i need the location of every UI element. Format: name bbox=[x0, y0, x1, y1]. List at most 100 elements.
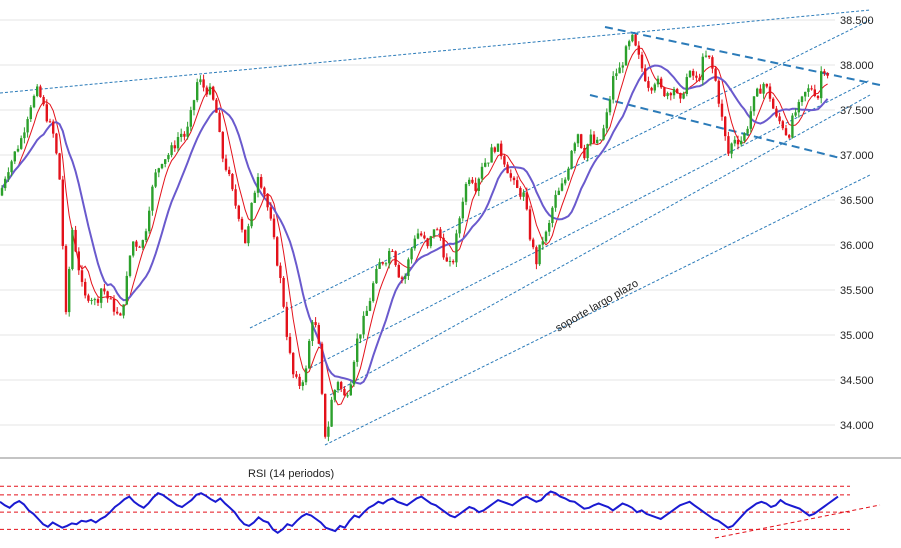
y-tick-label: 38.500 bbox=[840, 15, 874, 27]
candle-down bbox=[816, 96, 820, 99]
candle-up bbox=[800, 96, 804, 103]
candle-up bbox=[164, 159, 167, 165]
candle-up bbox=[71, 229, 74, 270]
price-panel-bg bbox=[0, 0, 901, 458]
candle-up bbox=[29, 107, 32, 120]
candle-up bbox=[682, 93, 685, 99]
candle-up bbox=[820, 71, 823, 99]
candle-up bbox=[128, 255, 132, 276]
candle-down bbox=[503, 156, 506, 165]
candle-up bbox=[330, 399, 333, 427]
candles bbox=[0, 33, 829, 442]
candle-down bbox=[45, 104, 48, 122]
candle-up bbox=[13, 151, 16, 162]
candle-up bbox=[404, 276, 407, 279]
candle-down bbox=[221, 132, 224, 159]
candle-up bbox=[564, 179, 567, 184]
y-tick-label: 38.000 bbox=[840, 60, 874, 72]
candle-down bbox=[112, 298, 116, 312]
candle-down bbox=[42, 96, 45, 105]
candle-up bbox=[93, 299, 96, 301]
moving-averages bbox=[1, 47, 829, 406]
candle-up bbox=[388, 250, 391, 264]
candle-up bbox=[144, 231, 148, 241]
candle-up bbox=[487, 162, 490, 164]
candle-down bbox=[474, 182, 477, 191]
candle-down bbox=[714, 68, 717, 81]
candle-up bbox=[10, 161, 13, 173]
candle-down bbox=[64, 245, 68, 313]
candle-down bbox=[500, 143, 503, 157]
candle-up bbox=[576, 134, 580, 144]
candle-down bbox=[58, 153, 61, 180]
candle-down bbox=[52, 121, 55, 134]
candle-down bbox=[676, 89, 679, 94]
candle-up bbox=[349, 384, 352, 396]
candle-down bbox=[535, 247, 538, 265]
candle-up bbox=[122, 304, 125, 316]
candle-down bbox=[426, 238, 429, 247]
rsi-trendline bbox=[714, 504, 881, 539]
candle-down bbox=[263, 187, 266, 195]
candle-down bbox=[788, 135, 791, 138]
candle-down bbox=[493, 147, 496, 152]
candle-up bbox=[16, 148, 20, 152]
y-axis: 38.500 38.000 37.500 37.000 36.500 36.000 35.5… bbox=[840, 15, 874, 432]
candle-down bbox=[298, 376, 301, 386]
candle-down bbox=[119, 313, 122, 316]
candle-up bbox=[477, 178, 480, 191]
candle-up bbox=[448, 260, 452, 262]
candle-up bbox=[253, 192, 256, 203]
candle-up bbox=[468, 179, 471, 185]
candle-down bbox=[228, 169, 231, 174]
y-tick-label: 37.500 bbox=[840, 105, 874, 117]
candle-up bbox=[458, 218, 461, 234]
candle-down bbox=[692, 70, 695, 76]
candle-up bbox=[311, 322, 314, 342]
candle-down bbox=[103, 288, 106, 292]
candle-down bbox=[48, 121, 52, 123]
candle-up bbox=[247, 226, 250, 244]
candle-up bbox=[410, 248, 413, 260]
candle-down bbox=[106, 291, 109, 299]
candle-up bbox=[544, 231, 548, 242]
candle-up bbox=[336, 382, 340, 391]
candle-down bbox=[772, 98, 775, 109]
candle-down bbox=[218, 112, 221, 133]
candle-down bbox=[80, 270, 84, 282]
candle-down bbox=[109, 298, 112, 300]
candle-down bbox=[647, 81, 650, 88]
candle-up bbox=[157, 168, 160, 173]
candle-up bbox=[797, 102, 800, 113]
candle-up bbox=[618, 67, 621, 74]
candle-down bbox=[276, 237, 279, 266]
candle-up bbox=[461, 201, 464, 219]
trendline-falling-bottom bbox=[589, 94, 841, 159]
candle-down bbox=[445, 257, 448, 262]
candle-up bbox=[308, 341, 311, 369]
candle-up bbox=[586, 144, 589, 159]
candle-up bbox=[567, 168, 570, 180]
candle-down bbox=[394, 251, 397, 266]
candle-up bbox=[148, 210, 151, 232]
candle-up bbox=[26, 119, 29, 133]
candle-down bbox=[260, 177, 263, 188]
candle-up bbox=[362, 315, 365, 335]
trendline-upper-resistance bbox=[0, 9, 871, 94]
candle-up bbox=[151, 186, 154, 211]
candle-up bbox=[480, 166, 484, 179]
candle-down bbox=[324, 393, 327, 437]
candle-down bbox=[292, 352, 295, 375]
candle-down bbox=[442, 237, 445, 258]
candle-up bbox=[199, 79, 202, 83]
candle-down bbox=[244, 229, 247, 244]
candle-down bbox=[810, 88, 813, 90]
candle-up bbox=[32, 95, 36, 108]
candle-up bbox=[0, 188, 4, 196]
candle-down bbox=[439, 229, 442, 238]
trendline-channel-upper bbox=[249, 19, 871, 329]
candle-up bbox=[170, 145, 173, 156]
candle-up bbox=[560, 183, 564, 191]
